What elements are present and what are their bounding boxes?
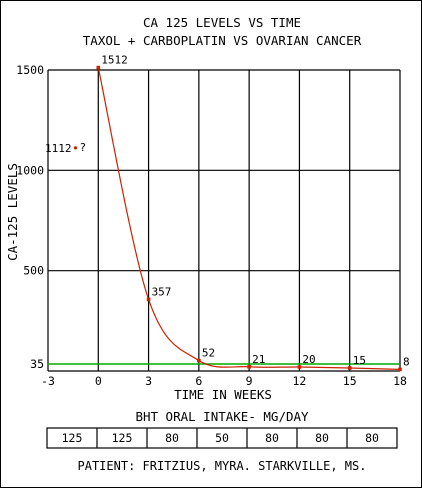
data-label: 20: [302, 353, 315, 366]
x-tick-label: 0: [95, 374, 102, 388]
data-label: 8: [403, 355, 410, 368]
x-tick-label: 3: [145, 374, 152, 388]
x-tick-label: -3: [41, 374, 55, 388]
data-point: [197, 358, 201, 363]
y-tick-label: 500: [23, 264, 44, 278]
chart-title: CA 125 LEVELS VS TIME: [143, 15, 301, 30]
grid: [47, 69, 401, 372]
intake-cell: 125: [62, 431, 83, 445]
y-tick-label: 1500: [16, 63, 44, 77]
data-point: [398, 367, 402, 372]
data-point: [146, 297, 151, 302]
y-tick-label: 1000: [16, 163, 44, 177]
data-point: [96, 65, 101, 70]
x-tick-label: 9: [246, 374, 253, 388]
intake-cell: 80: [315, 431, 329, 445]
annotation-mark: ?: [80, 141, 87, 154]
annotation-label: 1112: [45, 142, 72, 155]
y-tick-labels: 35 500 1000 1500: [16, 63, 44, 371]
data-label: 52: [202, 347, 215, 360]
data-label: 1512: [101, 54, 128, 67]
data-point: [297, 365, 302, 369]
x-tick-labels: -3 0 3 6 9 12 15 18: [41, 374, 407, 388]
intake-cell: 80: [365, 431, 379, 445]
intake-table-border: [46, 427, 398, 449]
intake-cell: 80: [265, 431, 279, 445]
intake-cell: 125: [112, 431, 133, 445]
x-tick-label: 18: [393, 374, 407, 388]
data-point: [247, 364, 251, 369]
intake-table-title: BHT ORAL INTAKE- MG/DAY: [135, 409, 309, 424]
patient-footer: PATIENT: FRITZIUS, MYRA. STARKVILLE, MS.: [78, 459, 367, 473]
series-line: [97, 67, 401, 370]
chart-subtitle: TAXOL + CARBOPLATIN VS OVARIAN CANCER: [83, 33, 362, 48]
y-tick-label: 35: [30, 357, 44, 371]
data-label: 357: [152, 285, 172, 298]
y-axis-label: CA-125 LEVELS: [5, 163, 20, 261]
intake-cell: 50: [215, 431, 229, 445]
data-label: 15: [353, 354, 366, 367]
x-axis-label: TIME IN WEEKS: [174, 387, 272, 402]
intake-cell: 80: [165, 431, 179, 445]
data-label: 21: [252, 353, 265, 366]
annotation-point: [73, 146, 78, 150]
data-point: [347, 366, 352, 370]
intake-table: 125 125 80 50 80 80 80: [46, 427, 398, 449]
x-tick-label: 15: [343, 374, 357, 388]
x-tick-label: 6: [195, 374, 202, 388]
x-tick-label: 12: [292, 374, 306, 388]
data-points: 1512 357 52 21 20 15 8: [96, 54, 410, 372]
